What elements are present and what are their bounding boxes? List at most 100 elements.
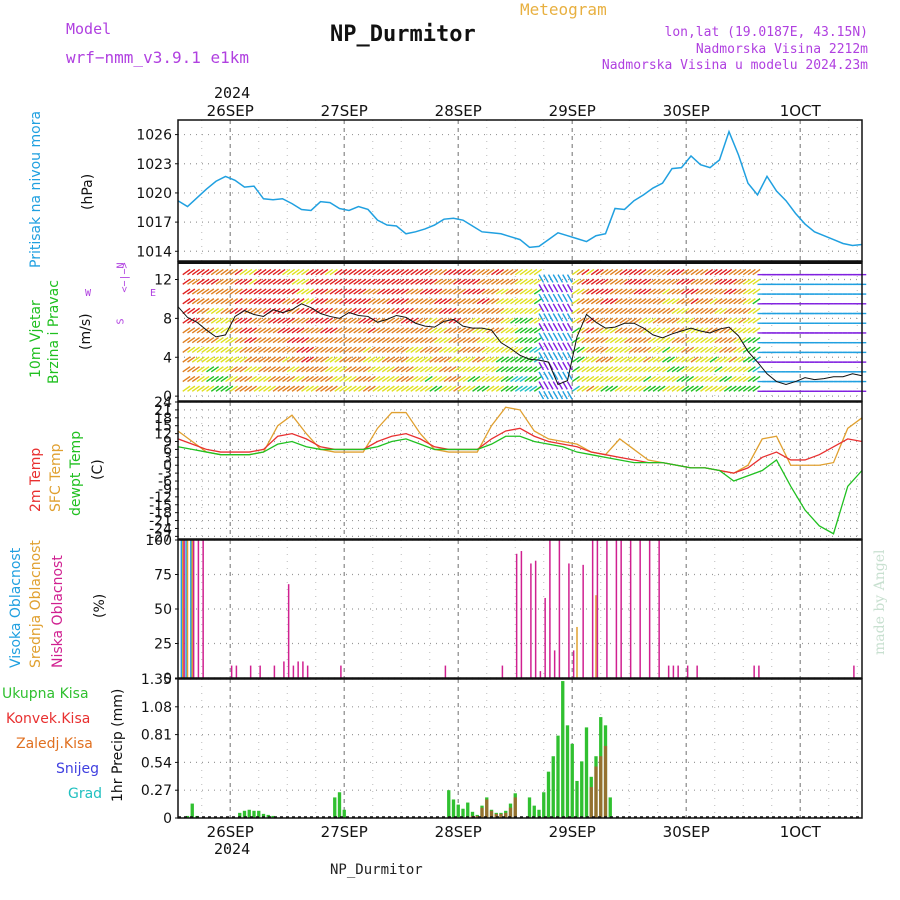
wind-barb — [581, 327, 590, 334]
wind-barb — [400, 298, 410, 305]
wind-barb — [210, 278, 220, 285]
wind-barb — [215, 307, 224, 315]
wind-barb — [310, 336, 319, 344]
wind-barb — [709, 366, 718, 373]
wind-barb — [543, 352, 549, 361]
wind-barb — [695, 307, 704, 315]
conv-rain-bar — [508, 807, 513, 818]
wind-barb — [643, 346, 652, 353]
wind-barb — [529, 375, 538, 383]
model-name: wrf−nmm_v3.9.1 e1km — [66, 48, 250, 67]
wind-barb — [267, 385, 277, 392]
conv-rain-bar — [594, 766, 598, 818]
wind-barb — [324, 278, 334, 285]
wind-barb — [296, 278, 305, 285]
wind-barb — [244, 268, 253, 276]
wind-barb — [396, 356, 405, 363]
wind-barb — [277, 356, 286, 363]
wind-barb — [619, 298, 628, 305]
conv-rain-bar — [489, 810, 494, 818]
wind-barb — [652, 385, 661, 392]
y-tick-label: 24 — [154, 395, 172, 411]
wind-barb — [391, 346, 400, 353]
wind-barb — [624, 346, 633, 353]
wind-barb — [519, 336, 528, 344]
wind-barb — [529, 298, 538, 305]
wind-barb — [225, 366, 234, 373]
wind-barb — [434, 268, 443, 276]
wind-barb — [391, 298, 400, 305]
wind-barb — [728, 307, 737, 315]
wind-barb — [438, 278, 448, 285]
wind-barb — [305, 298, 315, 305]
sfc-temp-line — [177, 406, 863, 474]
wind-barb — [609, 385, 619, 392]
wind-barb — [619, 346, 628, 353]
wind-barb — [581, 346, 590, 353]
wind-barb — [486, 268, 495, 276]
wind-barb — [324, 346, 334, 353]
wind-barb — [595, 298, 604, 305]
wind-barb — [662, 385, 671, 392]
wind-barb — [405, 336, 414, 344]
wind-barb — [476, 336, 486, 344]
wind-barb — [552, 361, 559, 371]
wind-barb — [286, 356, 296, 363]
y-tick-label: -6 — [158, 474, 172, 490]
wind-barb — [367, 288, 376, 295]
wind-barb — [628, 307, 638, 315]
wind-barb — [505, 317, 514, 324]
wind-barb — [700, 356, 709, 363]
wind-barb — [685, 268, 695, 276]
wind-barb — [576, 317, 585, 324]
total-rain-bar — [537, 809, 541, 818]
wind-barb — [443, 366, 452, 373]
wind-barb — [410, 327, 419, 334]
wind-barb — [438, 366, 448, 373]
wind-barb — [491, 298, 500, 305]
wind-barb — [719, 366, 728, 373]
wind-barb — [400, 385, 410, 392]
wind-barb — [738, 317, 747, 324]
wind-barb — [315, 385, 324, 392]
y-tick-label: -9 — [158, 482, 172, 498]
wind-barb — [453, 366, 462, 373]
wind-barb — [282, 375, 291, 383]
conv-rain-bar — [499, 813, 503, 818]
wind-barb — [305, 336, 315, 344]
wind-barb — [457, 278, 467, 285]
wind-barb — [552, 371, 559, 380]
wind-barb — [362, 317, 372, 324]
total-rain-bar — [257, 810, 261, 818]
wind-barb — [438, 336, 448, 344]
wind-barb — [643, 288, 652, 295]
wind-barb — [229, 375, 239, 383]
wind-barb — [358, 375, 367, 383]
wind-barb — [258, 356, 267, 363]
wind-barb — [481, 288, 490, 295]
wind-barb — [396, 307, 405, 315]
wind-barb — [410, 375, 419, 383]
wind-barb — [685, 298, 695, 305]
wind-barb — [600, 366, 609, 373]
wind-barb — [467, 336, 476, 344]
wind-barb — [476, 366, 486, 373]
wind-barb — [472, 327, 481, 334]
wind-barb — [719, 375, 728, 383]
wind-barb — [310, 317, 319, 324]
total-rain-bar — [456, 804, 460, 818]
wind-barb — [752, 278, 761, 285]
wind-barb — [210, 288, 220, 295]
wind-barb — [429, 317, 438, 324]
wind-barb — [695, 278, 704, 285]
wind-barb — [481, 336, 490, 344]
wind-barb — [505, 327, 514, 334]
wind-barb — [624, 298, 633, 305]
wind-barb — [457, 336, 467, 344]
wind-barb — [581, 298, 590, 305]
wind-barb — [253, 268, 262, 276]
wind-barb — [614, 356, 623, 363]
wind-barb — [600, 375, 609, 383]
wind-barb — [652, 336, 661, 344]
wind-barb — [476, 356, 486, 363]
